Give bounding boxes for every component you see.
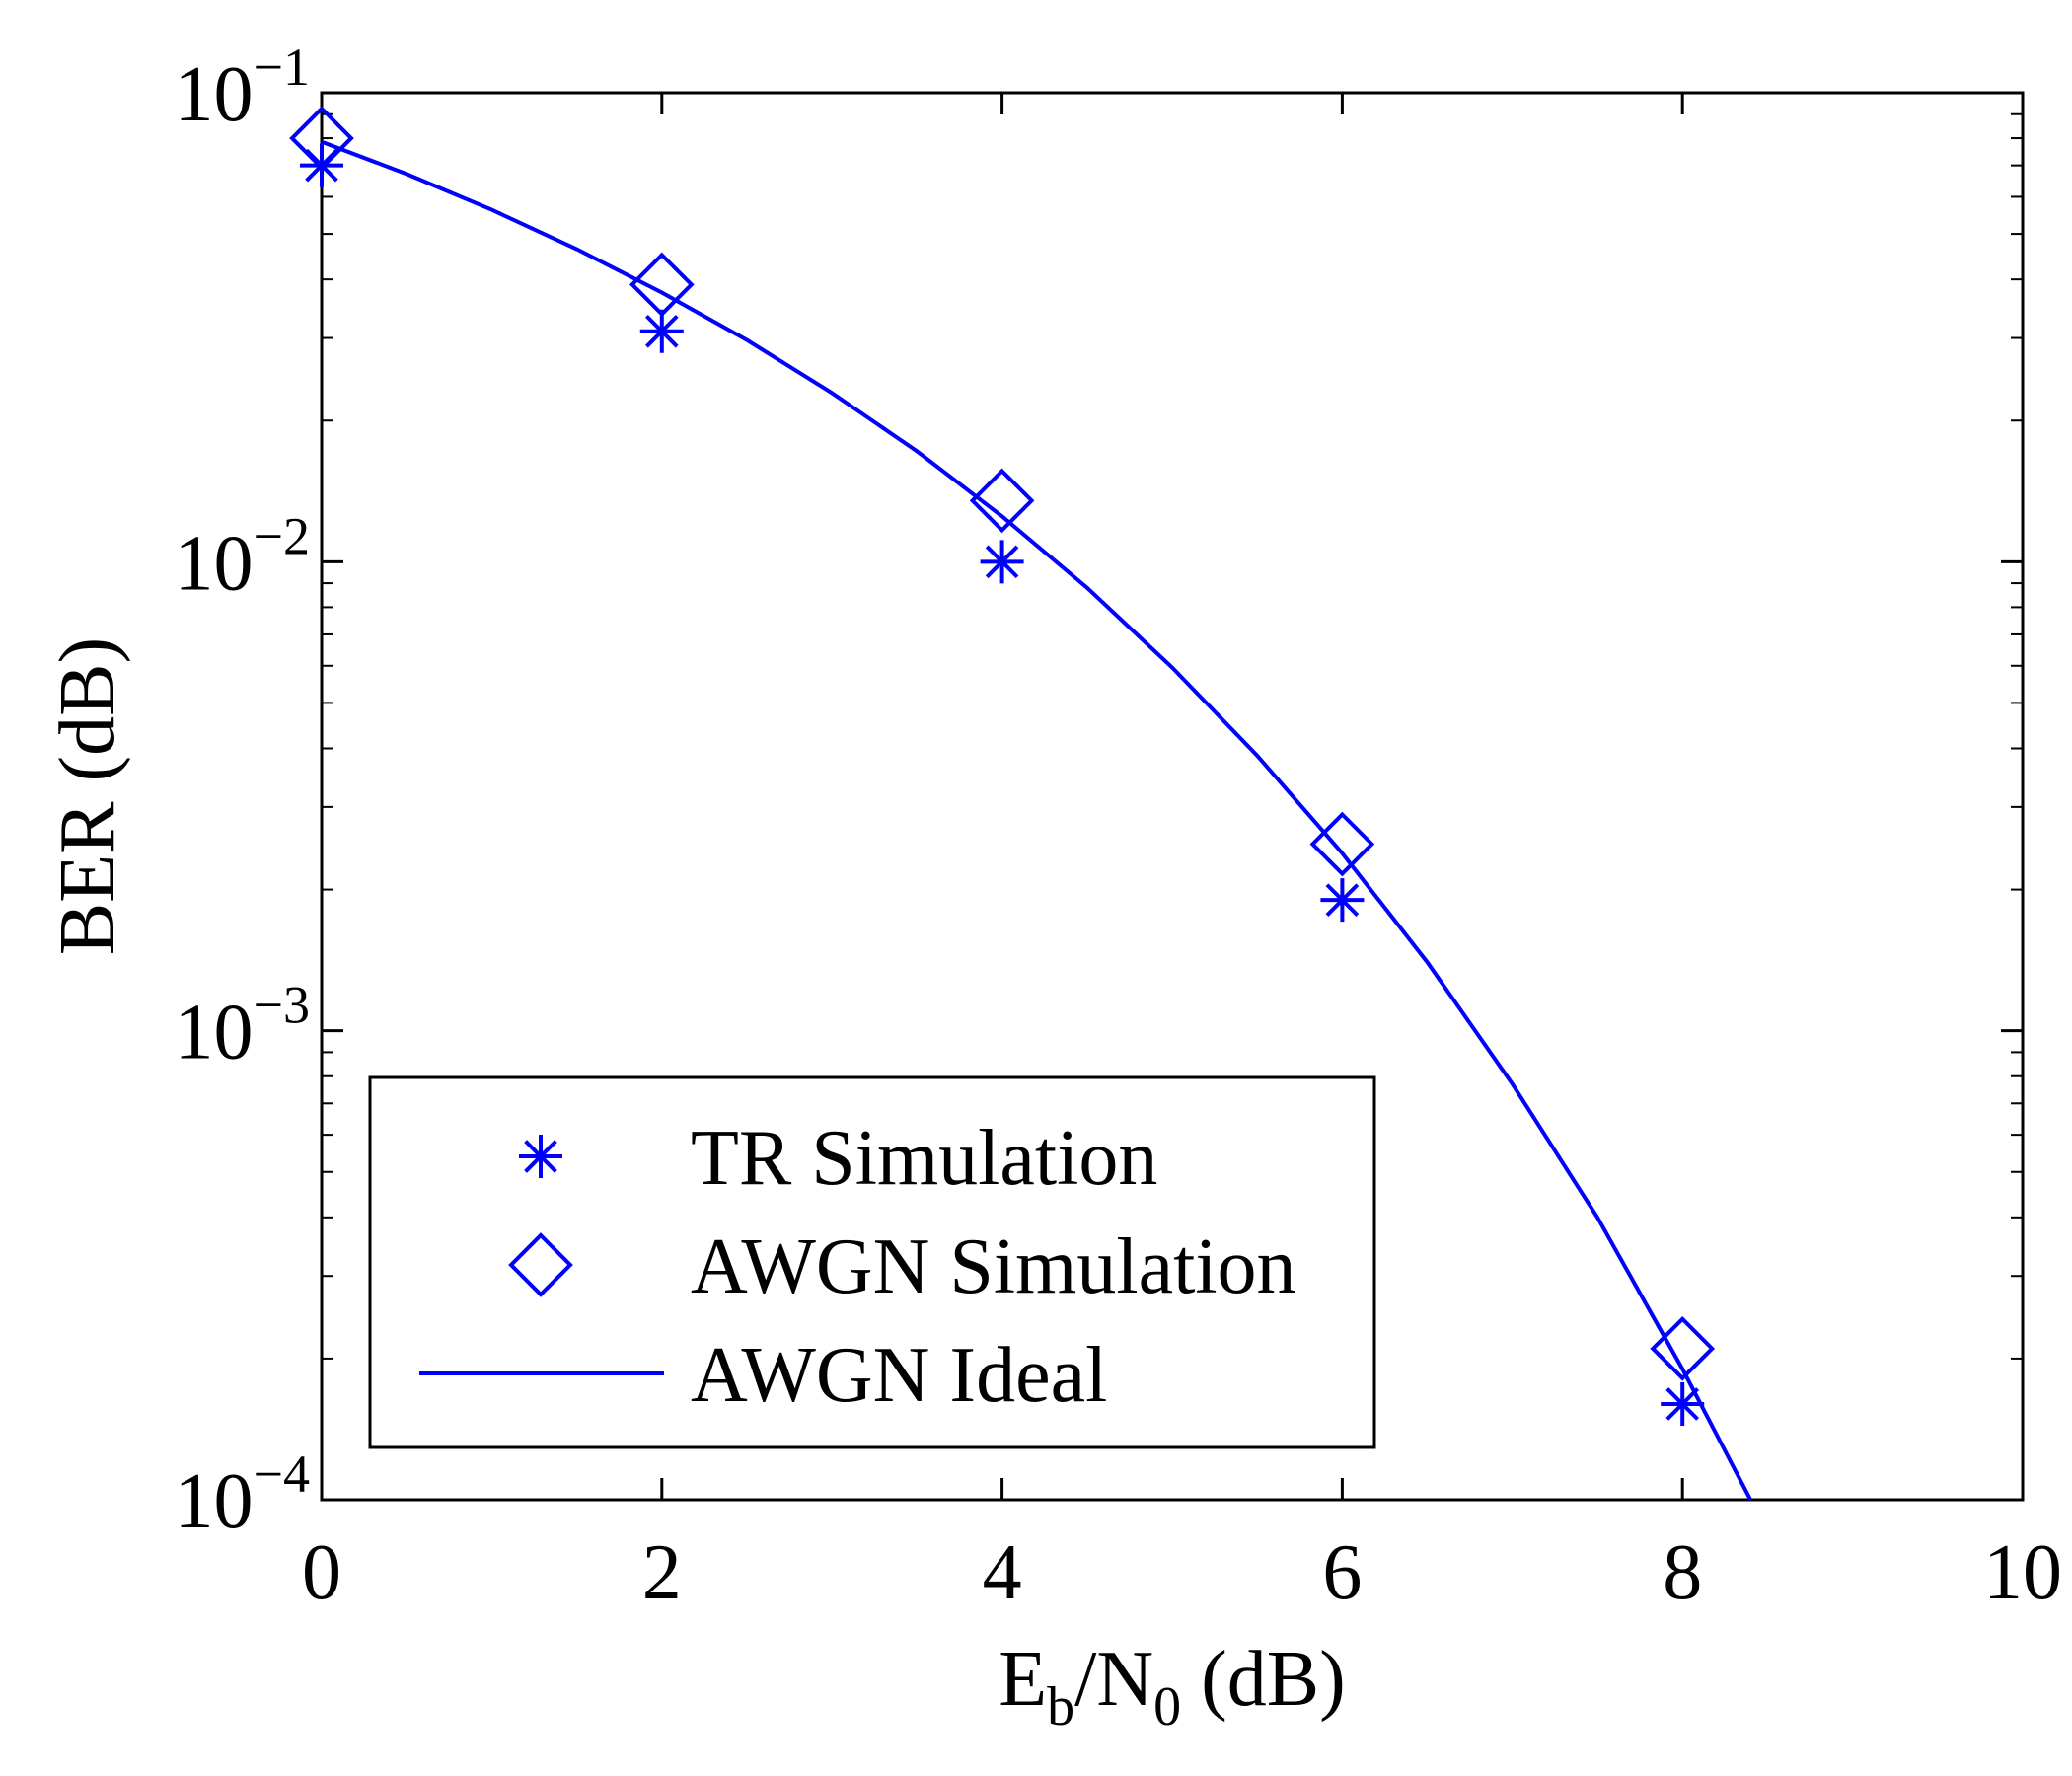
diamond-marker <box>289 106 354 171</box>
y-tick-label: 10−1 <box>175 37 310 138</box>
y-tick-base: 10 <box>175 990 254 1076</box>
x-axis-label-part: E <box>999 1636 1047 1723</box>
x-tick-label: 6 <box>1322 1529 1362 1616</box>
asterisk-stroke <box>985 545 1019 579</box>
y-tick-base: 10 <box>175 1458 254 1545</box>
x-tick-label: 8 <box>1663 1529 1702 1616</box>
x-axis-label-part: b <box>1047 1676 1074 1738</box>
legend-label: TR Simulation <box>691 1115 1157 1202</box>
asterisk-marker <box>519 1135 562 1178</box>
asterisk-marker <box>1661 1381 1705 1426</box>
asterisk-marker <box>1320 878 1365 923</box>
asterisk-stroke <box>1665 1387 1700 1421</box>
y-tick-label: 10−3 <box>175 976 310 1076</box>
asterisk-marker <box>980 540 1024 584</box>
diamond-marker <box>508 1232 573 1297</box>
x-axis-label-part: (dB) <box>1181 1636 1346 1723</box>
y-tick-exp: −2 <box>254 506 310 565</box>
x-tick-label: 4 <box>983 1529 1022 1616</box>
y-tick-base: 10 <box>175 520 254 607</box>
x-tick-label: 10 <box>1983 1529 2062 1616</box>
asterisk-stroke <box>1325 883 1360 917</box>
legend-label: AWGN Ideal <box>691 1332 1107 1419</box>
legend: TR Simulation AWGN Simulation AWGN Ideal <box>368 1075 1376 1449</box>
diamond-marker <box>629 252 695 318</box>
legend-label: AWGN Simulation <box>691 1223 1296 1310</box>
y-tick-exp: −4 <box>254 1444 310 1504</box>
y-tick-label: 10−2 <box>175 506 310 607</box>
diamond-marker <box>1309 811 1375 877</box>
x-axis-label-part: 0 <box>1153 1676 1181 1738</box>
ideal-line <box>321 139 1752 1501</box>
diamond-marker <box>969 468 1035 534</box>
asterisk-stroke <box>524 1140 557 1173</box>
diamond-marker <box>1650 1316 1716 1381</box>
legend-box <box>368 1075 1376 1449</box>
asterisk-stroke <box>644 314 679 348</box>
y-tick-label: 10−4 <box>175 1444 310 1545</box>
x-axis-label: Eb/N0 (dB) <box>999 1636 1346 1738</box>
x-tick-label: 2 <box>642 1529 682 1616</box>
asterisk-marker <box>639 309 684 353</box>
y-tick-base: 10 <box>175 51 254 138</box>
plot-area <box>320 91 2025 1502</box>
y-axis-label: BER (dB) <box>44 637 131 955</box>
x-axis-label-part: /N <box>1074 1636 1153 1723</box>
y-tick-exp: −1 <box>254 37 310 97</box>
y-tick-exp: −3 <box>254 976 310 1035</box>
x-tick-label: 0 <box>302 1529 341 1616</box>
